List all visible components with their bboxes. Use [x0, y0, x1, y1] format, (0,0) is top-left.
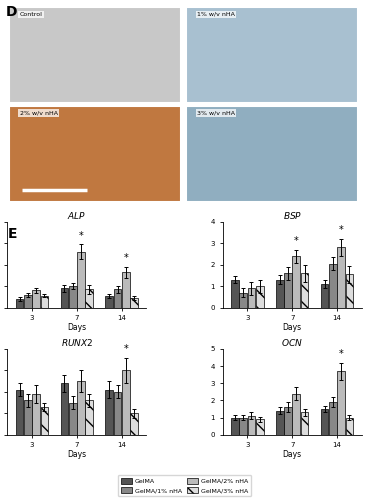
X-axis label: Days: Days	[283, 322, 302, 332]
Bar	[301, 412, 308, 435]
Bar	[77, 252, 85, 308]
Bar	[346, 418, 353, 435]
Bar	[16, 299, 23, 308]
Bar	[32, 394, 40, 435]
Bar	[248, 416, 255, 435]
Bar	[248, 288, 255, 308]
Bar	[106, 296, 113, 308]
Bar	[16, 390, 23, 435]
Bar	[122, 272, 130, 308]
Bar	[321, 409, 328, 435]
Text: *: *	[339, 349, 344, 359]
Bar	[41, 296, 48, 308]
Text: Control: Control	[20, 12, 43, 17]
Text: *: *	[294, 236, 299, 246]
Bar	[32, 290, 40, 308]
Text: *: *	[339, 226, 344, 235]
Bar	[346, 274, 353, 308]
Title: $\it{BSP}$: $\it{BSP}$	[283, 210, 302, 221]
Bar	[130, 298, 138, 308]
Bar	[329, 402, 337, 435]
FancyBboxPatch shape	[9, 7, 181, 103]
Bar	[256, 286, 263, 308]
Bar	[69, 286, 76, 308]
Text: D: D	[6, 5, 17, 19]
X-axis label: Days: Days	[283, 450, 302, 459]
Text: *: *	[79, 231, 83, 241]
Bar	[256, 420, 263, 435]
Bar	[293, 256, 300, 308]
Bar	[69, 402, 76, 435]
Bar	[284, 408, 292, 435]
Bar	[301, 274, 308, 308]
FancyBboxPatch shape	[186, 7, 358, 103]
Bar	[41, 407, 48, 435]
Bar	[337, 371, 345, 435]
Text: *: *	[123, 344, 128, 354]
Bar	[122, 370, 130, 435]
Bar	[114, 392, 121, 435]
Bar	[24, 294, 32, 308]
Legend: GelMA, GelMA/1% nHA, GelMA/2% nHA, GelMA/3% nHA: GelMA, GelMA/1% nHA, GelMA/2% nHA, GelMA…	[118, 475, 251, 496]
Text: 2% w/v nHA: 2% w/v nHA	[20, 111, 58, 116]
Bar	[86, 290, 93, 308]
Bar	[77, 381, 85, 435]
Bar	[61, 384, 68, 435]
Text: *: *	[123, 254, 128, 264]
Bar	[329, 264, 337, 308]
Bar	[231, 418, 239, 435]
Bar	[239, 292, 247, 308]
Bar	[284, 274, 292, 308]
Bar	[114, 290, 121, 308]
Text: 3% w/v nHA: 3% w/v nHA	[197, 111, 235, 116]
FancyBboxPatch shape	[9, 106, 181, 202]
Bar	[337, 248, 345, 308]
Text: 1% w/v nHA: 1% w/v nHA	[197, 12, 235, 17]
Bar	[61, 288, 68, 308]
Title: $\it{OCN}$: $\it{OCN}$	[281, 337, 303, 348]
Bar	[231, 280, 239, 307]
Bar	[106, 390, 113, 435]
FancyBboxPatch shape	[186, 106, 358, 202]
Bar	[276, 411, 283, 435]
X-axis label: Days: Days	[67, 322, 86, 332]
Title: $\it{ALP}$: $\it{ALP}$	[67, 210, 86, 221]
Bar	[130, 414, 138, 435]
Text: E: E	[7, 228, 17, 241]
Bar	[86, 400, 93, 435]
Bar	[276, 280, 283, 307]
X-axis label: Days: Days	[67, 450, 86, 459]
Title: $\it{RUNX2}$: $\it{RUNX2}$	[61, 337, 93, 348]
Bar	[321, 284, 328, 308]
Bar	[24, 400, 32, 435]
Bar	[293, 394, 300, 435]
Bar	[239, 418, 247, 435]
